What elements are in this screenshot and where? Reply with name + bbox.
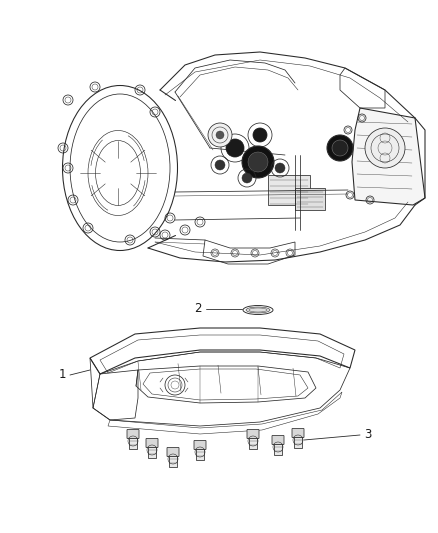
FancyBboxPatch shape bbox=[127, 430, 139, 439]
Circle shape bbox=[216, 131, 224, 139]
Circle shape bbox=[327, 135, 353, 161]
Polygon shape bbox=[268, 175, 310, 205]
Circle shape bbox=[226, 139, 244, 157]
FancyBboxPatch shape bbox=[247, 430, 259, 439]
FancyBboxPatch shape bbox=[194, 440, 206, 449]
Circle shape bbox=[253, 128, 267, 142]
Circle shape bbox=[215, 160, 225, 170]
Circle shape bbox=[208, 123, 232, 147]
Text: 3: 3 bbox=[364, 429, 372, 441]
Bar bbox=[169, 456, 177, 467]
Circle shape bbox=[242, 173, 252, 183]
Circle shape bbox=[275, 163, 285, 173]
Ellipse shape bbox=[246, 307, 270, 313]
Text: 2: 2 bbox=[194, 303, 202, 316]
FancyBboxPatch shape bbox=[292, 429, 304, 438]
Polygon shape bbox=[352, 108, 425, 205]
Bar bbox=[249, 438, 257, 449]
Bar bbox=[274, 444, 282, 455]
Circle shape bbox=[332, 140, 348, 156]
Polygon shape bbox=[295, 188, 325, 210]
FancyBboxPatch shape bbox=[272, 435, 284, 445]
Bar bbox=[196, 449, 204, 460]
Bar bbox=[148, 447, 156, 458]
Circle shape bbox=[242, 146, 274, 178]
Text: 1: 1 bbox=[58, 368, 66, 382]
FancyBboxPatch shape bbox=[146, 439, 158, 448]
Bar bbox=[294, 437, 302, 448]
FancyBboxPatch shape bbox=[167, 448, 179, 456]
Bar bbox=[129, 438, 137, 449]
Circle shape bbox=[365, 128, 405, 168]
Circle shape bbox=[248, 152, 268, 172]
